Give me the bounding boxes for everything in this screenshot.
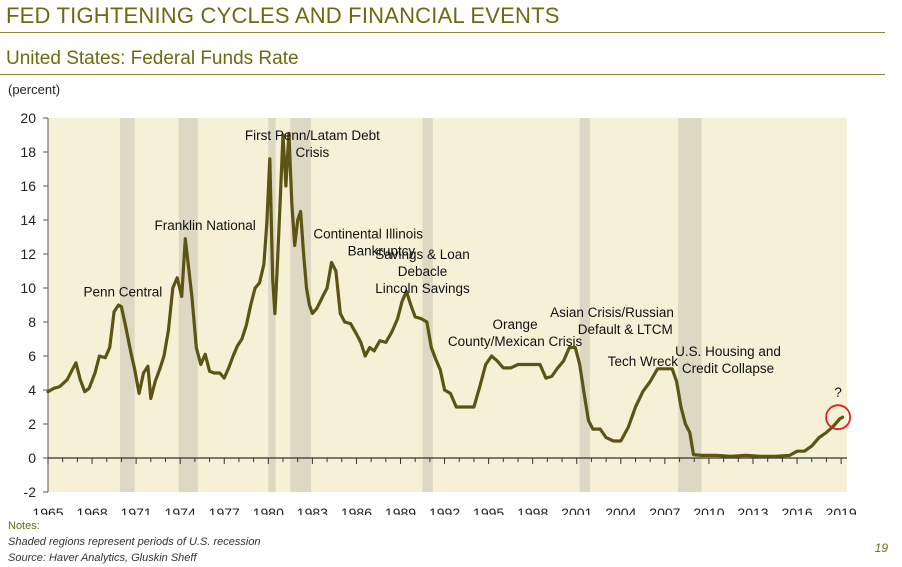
plot-area xyxy=(48,118,847,492)
x-tick-label: 1974 xyxy=(165,505,196,515)
recession-note: Shaded regions represent periods of U.S.… xyxy=(8,536,261,548)
y-tick-label: 16 xyxy=(20,178,36,194)
event-annotation: Default & LTCM xyxy=(578,322,673,337)
x-tick-label: 2010 xyxy=(693,505,724,515)
recession-band xyxy=(268,118,276,492)
event-annotation: Savings & Loan xyxy=(375,247,470,262)
x-tick-label: 1998 xyxy=(517,505,548,515)
event-annotation: Crisis xyxy=(296,145,330,160)
x-tick-label: 1971 xyxy=(121,505,152,515)
event-annotation: Asian Crisis/Russian xyxy=(550,305,674,320)
x-tick-label: 1986 xyxy=(341,505,372,515)
x-tick-label: 1980 xyxy=(253,505,284,515)
y-tick-label: 10 xyxy=(20,280,36,296)
event-annotation: Credit Collapse xyxy=(682,361,774,376)
event-annotation: Orange xyxy=(493,317,538,332)
recession-band xyxy=(678,118,702,492)
recession-band xyxy=(579,118,590,492)
x-tick-label: 1989 xyxy=(385,505,416,515)
notes-heading: Notes: xyxy=(8,520,40,532)
title-divider xyxy=(0,32,885,33)
y-tick-label: 20 xyxy=(20,110,36,126)
event-annotation: Continental Illinois xyxy=(313,227,423,242)
event-annotation: U.S. Housing and xyxy=(675,344,781,359)
source-note: Source: Haver Analytics, Gluskin Sheff xyxy=(8,552,197,564)
x-tick-label: 2001 xyxy=(561,505,592,515)
x-tick-label: 2013 xyxy=(737,505,768,515)
x-tick-label: 1995 xyxy=(473,505,504,515)
x-tick-label: 2016 xyxy=(781,505,812,515)
x-tick-label: 2019 xyxy=(826,505,857,515)
x-tick-label: 1983 xyxy=(297,505,328,515)
event-annotation: County/Mexican Crisis xyxy=(448,334,583,349)
chart-subtitle: United States: Federal Funds Rate xyxy=(6,48,299,69)
page-number: 19 xyxy=(874,541,888,555)
y-tick-label: -2 xyxy=(24,484,37,500)
x-tick-label: 1965 xyxy=(32,505,63,515)
y-tick-label: 6 xyxy=(28,348,36,364)
y-tick-label: 2 xyxy=(28,416,36,432)
fed-funds-rate-line xyxy=(46,131,845,458)
x-tick-label: 2007 xyxy=(649,505,680,515)
event-annotation: Lincoln Savings xyxy=(375,281,470,296)
y-tick-label: 4 xyxy=(28,382,36,398)
y-axis-unit-label: (percent) xyxy=(8,82,61,97)
x-tick-label: 1977 xyxy=(209,505,240,515)
recession-band xyxy=(290,118,311,492)
event-annotation: First Penn/Latam Debt xyxy=(245,128,380,143)
y-tick-label: 8 xyxy=(28,314,36,330)
event-annotation: ? xyxy=(834,385,842,400)
current-rate-highlight xyxy=(825,404,852,431)
main-title: FED TIGHTENING CYCLES AND FINANCIAL EVEN… xyxy=(6,3,560,28)
event-annotation: Franklin National xyxy=(155,218,256,233)
event-annotation: Tech Wreck xyxy=(608,354,679,369)
event-annotation: Debacle xyxy=(398,264,448,279)
fed-funds-chart: -2 0 2 4 6 8 10 12 14 16 18 20 1965 1968 1971 1974 1977 1… xyxy=(20,110,857,515)
y-tick-label: 0 xyxy=(28,450,36,466)
recession-band xyxy=(119,118,135,492)
x-tick-label: 1992 xyxy=(429,505,460,515)
x-tick-label: 1968 xyxy=(76,505,107,515)
y-tick-label: 18 xyxy=(20,144,36,160)
recession-band xyxy=(422,118,433,492)
recession-band xyxy=(178,118,198,492)
event-annotation: Bankruptcy xyxy=(348,244,416,259)
y-tick-label: 14 xyxy=(20,212,36,228)
subtitle-divider xyxy=(0,74,885,75)
y-tick-label: 12 xyxy=(20,246,36,262)
event-annotation: Penn Central xyxy=(84,285,163,300)
x-tick-label: 2004 xyxy=(605,505,636,515)
